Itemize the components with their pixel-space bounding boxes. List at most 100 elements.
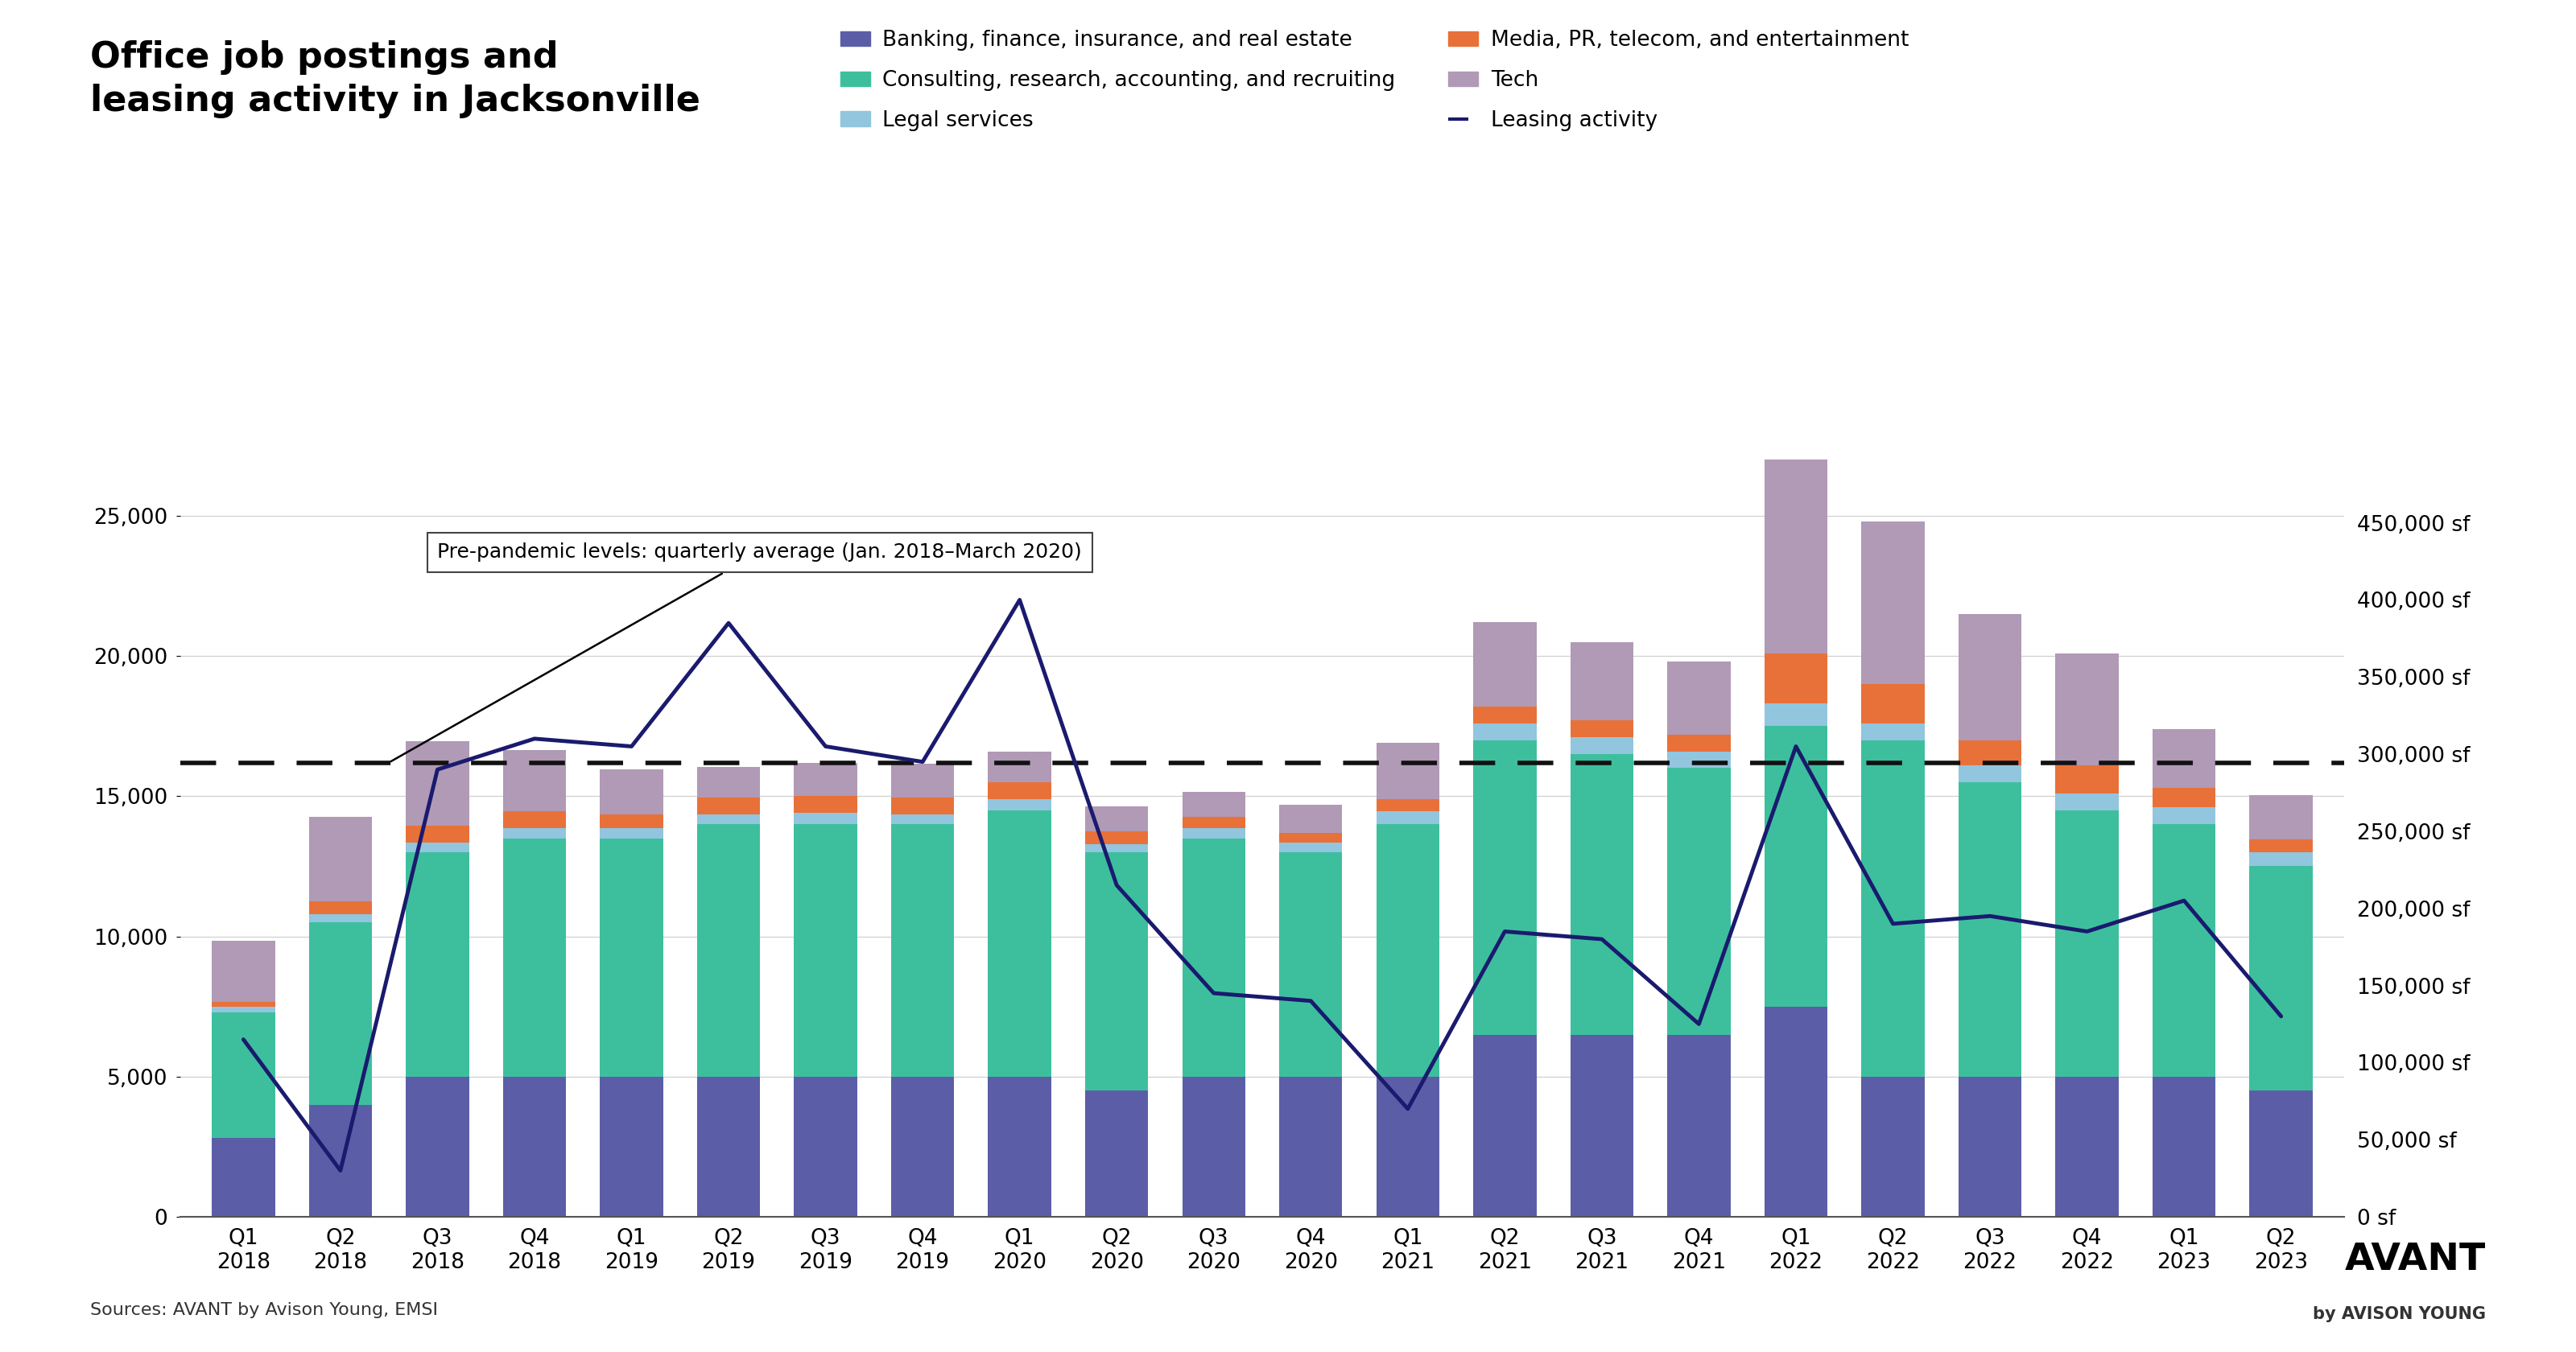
Bar bbox=[698, 814, 760, 825]
Text: Pre-pandemic levels: quarterly average (Jan. 2018–March 2020): Pre-pandemic levels: quarterly average (… bbox=[392, 542, 1082, 761]
Bar bbox=[1571, 1034, 1633, 1217]
Bar bbox=[698, 798, 760, 814]
Bar bbox=[600, 769, 662, 814]
Bar bbox=[989, 1076, 1051, 1217]
Bar bbox=[1376, 1076, 1440, 1217]
Bar bbox=[1571, 721, 1633, 737]
Bar bbox=[1473, 1034, 1535, 1217]
Bar bbox=[793, 796, 858, 813]
Bar bbox=[2249, 867, 2313, 1091]
Bar bbox=[211, 941, 276, 1002]
Bar bbox=[600, 829, 662, 838]
Bar bbox=[1765, 653, 1826, 703]
Bar bbox=[1958, 1076, 2022, 1217]
Bar bbox=[989, 783, 1051, 799]
Bar bbox=[600, 814, 662, 829]
Bar bbox=[502, 811, 567, 829]
Text: Sources: AVANT by Avison Young, EMSI: Sources: AVANT by Avison Young, EMSI bbox=[90, 1302, 438, 1318]
Bar bbox=[407, 741, 469, 826]
Bar bbox=[1667, 752, 1731, 768]
Bar bbox=[1862, 1076, 1924, 1217]
Bar bbox=[1862, 522, 1924, 684]
Bar bbox=[1765, 726, 1826, 1006]
Bar bbox=[1862, 684, 1924, 723]
Bar bbox=[1376, 742, 1440, 799]
Bar bbox=[793, 813, 858, 825]
Bar bbox=[1473, 622, 1535, 707]
Bar bbox=[1958, 765, 2022, 783]
Bar bbox=[1958, 783, 2022, 1076]
Bar bbox=[502, 838, 567, 1076]
Bar bbox=[1084, 852, 1149, 1091]
Bar bbox=[1084, 1091, 1149, 1217]
Bar bbox=[2056, 653, 2117, 765]
Bar bbox=[2056, 1076, 2117, 1217]
Bar bbox=[1765, 358, 1826, 653]
Bar bbox=[793, 763, 858, 796]
Bar bbox=[407, 852, 469, 1076]
Bar bbox=[1376, 825, 1440, 1076]
Legend: Banking, finance, insurance, and real estate, Consulting, research, accounting, : Banking, finance, insurance, and real es… bbox=[840, 30, 1909, 131]
Bar bbox=[211, 1006, 276, 1013]
Bar bbox=[891, 1076, 953, 1217]
Bar bbox=[2056, 810, 2117, 1076]
Bar bbox=[793, 1076, 858, 1217]
Bar bbox=[1667, 768, 1731, 1034]
Bar bbox=[1280, 852, 1342, 1076]
Bar bbox=[989, 810, 1051, 1076]
Bar bbox=[1958, 740, 2022, 765]
Bar bbox=[1376, 799, 1440, 811]
Bar bbox=[1473, 707, 1535, 723]
Bar bbox=[1280, 833, 1342, 842]
Bar bbox=[2249, 840, 2313, 852]
Bar bbox=[1473, 740, 1535, 1034]
Bar bbox=[1862, 723, 1924, 740]
Bar bbox=[1667, 734, 1731, 752]
Bar bbox=[698, 767, 760, 798]
Bar bbox=[2249, 1091, 2313, 1217]
Bar bbox=[891, 798, 953, 814]
Text: Office job postings and
leasing activity in Jacksonville: Office job postings and leasing activity… bbox=[90, 41, 701, 118]
Bar bbox=[1376, 811, 1440, 825]
Text: AVANT: AVANT bbox=[2344, 1241, 2486, 1278]
Text: by AVISON YOUNG: by AVISON YOUNG bbox=[2313, 1306, 2486, 1322]
Bar bbox=[407, 1076, 469, 1217]
Bar bbox=[211, 1013, 276, 1138]
Bar bbox=[1765, 1006, 1826, 1217]
Bar bbox=[2154, 729, 2215, 788]
Bar bbox=[698, 825, 760, 1076]
Bar bbox=[1084, 806, 1149, 831]
Bar bbox=[793, 825, 858, 1076]
Bar bbox=[1667, 1034, 1731, 1217]
Bar bbox=[1182, 817, 1244, 829]
Bar bbox=[2056, 794, 2117, 810]
Bar bbox=[1473, 723, 1535, 740]
Bar bbox=[407, 842, 469, 852]
Bar bbox=[2056, 765, 2117, 794]
Bar bbox=[309, 1105, 371, 1217]
Bar bbox=[502, 750, 567, 811]
Bar bbox=[1182, 792, 1244, 817]
Bar bbox=[1280, 1076, 1342, 1217]
Bar bbox=[1280, 804, 1342, 833]
Bar bbox=[2154, 807, 2215, 825]
Bar bbox=[989, 752, 1051, 783]
Bar bbox=[1182, 1076, 1244, 1217]
Bar bbox=[309, 902, 371, 914]
Bar bbox=[1958, 614, 2022, 740]
Bar bbox=[1571, 754, 1633, 1034]
Bar bbox=[309, 914, 371, 922]
Bar bbox=[502, 829, 567, 838]
Bar bbox=[211, 1138, 276, 1217]
Bar bbox=[600, 838, 662, 1076]
Bar bbox=[698, 1076, 760, 1217]
Bar bbox=[502, 1076, 567, 1217]
Bar bbox=[1862, 740, 1924, 1076]
Bar bbox=[309, 817, 371, 902]
Bar bbox=[1182, 829, 1244, 838]
Bar bbox=[600, 1076, 662, 1217]
Bar bbox=[891, 764, 953, 798]
Bar bbox=[1571, 642, 1633, 721]
Bar bbox=[1084, 844, 1149, 852]
Bar bbox=[891, 814, 953, 825]
